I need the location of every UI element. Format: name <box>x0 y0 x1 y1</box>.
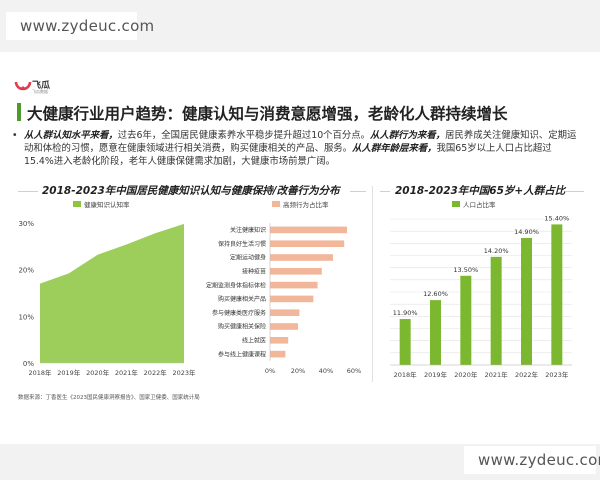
x-tick-label: 40% <box>319 367 333 375</box>
age-bar-value-label: 13.50% <box>453 266 478 274</box>
age-bar-value-label: 14.90% <box>514 228 539 236</box>
age-bar <box>551 224 563 365</box>
x-tick-label: 2020年 <box>86 368 110 377</box>
behavior-category-label: 参与线上健康课程 <box>218 350 266 358</box>
content-card <box>0 52 600 444</box>
behavior-bar <box>270 323 298 330</box>
behavior-bar <box>270 337 289 344</box>
summary-lead-cognition: 从人群认知水平来看， <box>24 130 118 141</box>
right-title-rule-right <box>566 191 584 192</box>
summary-text-behavior: 居民养成关注健康知识、定期运动和体检的习惯，愿意在健康领域进行相关消费，购买健康… <box>24 130 577 154</box>
behavior-category-label: 接种疫苗 <box>242 268 266 276</box>
x-tick-label: 2018年 <box>28 368 52 377</box>
behavior-bar <box>270 309 300 316</box>
watermark-top: www.zydeuc.com <box>6 12 154 40</box>
brand-name: 飞瓜 <box>32 81 51 91</box>
x-tick-label: 2023年 <box>545 370 569 379</box>
behavior-category-label: 关注健康知识 <box>230 226 266 234</box>
title-accent-bar <box>17 103 21 121</box>
behavior-category-label: 定期监测身体指标体检 <box>206 281 266 289</box>
knowledge-area-chart: 健康知识认知率 0% 10% 20% 30% 2018年 2019年 2020年 2021年 20… <box>18 200 196 377</box>
age-bar <box>430 300 441 365</box>
x-tick-label: 20% <box>291 367 305 375</box>
summary-text-age: 我国65岁以上人口占比超过15.4%进入老龄化阶段，老年人健康保健需求加剧，大健… <box>24 143 552 167</box>
legend-label-knowledge: 健康知识认知率 <box>84 200 130 209</box>
behavior-bar <box>270 281 318 289</box>
bullet-icon: • <box>12 130 18 141</box>
age-bar-value-label: 15.40% <box>544 214 569 222</box>
age-bar <box>490 256 502 365</box>
x-tick-label: 0% <box>265 367 275 375</box>
section-divider <box>372 186 373 382</box>
summary-text-cognition: 过去6年，全国居民健康素养水平稳步提升超过10个百分点。 <box>117 130 371 141</box>
age-bar <box>399 319 411 365</box>
summary-lead-age: 从人群年龄层来看， <box>352 143 437 154</box>
behavior-bar <box>270 240 345 247</box>
behavior-category-label: 线上就医 <box>242 337 266 345</box>
age-bar-value-label: 11.90% <box>393 309 418 317</box>
watermark-bottom: www.zydeuc.com <box>464 446 600 474</box>
behavior-bar-chart: 高频行为占比率关注健康知识保持良好生活习惯定期运动健身接种疫苗定期监测身体指标体… <box>206 200 361 375</box>
page-title: 大健康行业用户趋势：健康认知与消费意愿增强，老龄化人群持续增长 <box>27 105 508 123</box>
age-bar-chart: 人口占比率 11.90% 2018年 12.60% 2019年 13.50% 2020年 14… <box>390 200 572 379</box>
behavior-category-label: 购买健康相关保险 <box>218 323 266 331</box>
behavior-category-label: 保持良好生活习惯 <box>218 240 266 248</box>
left-section-title: 2018-2023年中国居民健康知识认知与健康保持/改善行为分布 <box>42 185 340 197</box>
legend-swatch-knowledge <box>73 201 81 207</box>
area-series-knowledge <box>40 223 184 363</box>
age-bar <box>460 275 472 365</box>
y-tick-label: 30% <box>18 220 34 228</box>
behavior-bar <box>270 295 314 303</box>
x-tick-label: 2020年 <box>454 370 478 379</box>
legend-swatch-age <box>452 201 460 207</box>
brand-subtitle: 飞瓜数据 <box>32 89 48 94</box>
age-bar-value-label: 12.60% <box>423 290 448 298</box>
age-bar-value-label: 14.20% <box>484 247 509 255</box>
behavior-bar <box>270 226 347 234</box>
left-title-rule-left <box>18 191 38 192</box>
legend-label-behavior: 高频行为占比率 <box>283 200 329 209</box>
legend-swatch-behavior <box>272 201 280 207</box>
x-tick-label: 60% <box>347 367 361 375</box>
y-tick-label: 20% <box>18 267 34 275</box>
x-tick-label: 2021年 <box>485 370 509 379</box>
summary-paragraph: • 从人群认知水平来看，过去6年，全国居民健康素养水平稳步提升超过10个百分点。… <box>12 129 580 168</box>
data-source-note: 数据来源：丁香医生《2023国民健康洞察报告》、国家卫健委、国家统计局 <box>18 395 200 401</box>
right-title-rule-left <box>380 191 390 192</box>
behavior-bar <box>270 268 322 275</box>
brand-logo-icon <box>14 81 32 91</box>
behavior-bar <box>270 350 286 358</box>
behavior-category-label: 购买健康相关产品 <box>218 295 266 303</box>
legend-label-age: 人口占比率 <box>463 200 496 209</box>
left-title-rule-right <box>350 191 366 192</box>
x-tick-label: 2023年 <box>172 368 196 377</box>
x-tick-label: 2018年 <box>394 370 418 379</box>
right-section-title: 2018-2023年中国65岁+人群占比 <box>395 185 566 197</box>
y-tick-label: 0% <box>23 360 34 368</box>
behavior-category-label: 参与健康类医疗服务 <box>212 309 266 317</box>
behavior-category-label: 定期运动健身 <box>230 254 266 262</box>
x-tick-label: 2019年 <box>424 370 448 379</box>
age-bar <box>521 237 532 365</box>
x-tick-label: 2022年 <box>515 370 539 379</box>
x-tick-label: 2022年 <box>144 368 168 377</box>
x-tick-label: 2021年 <box>115 368 139 377</box>
y-tick-label: 10% <box>18 313 34 321</box>
summary-lead-behavior: 从人群行为来看， <box>370 130 446 141</box>
x-tick-label: 2019年 <box>57 368 81 377</box>
behavior-bar <box>270 254 333 261</box>
